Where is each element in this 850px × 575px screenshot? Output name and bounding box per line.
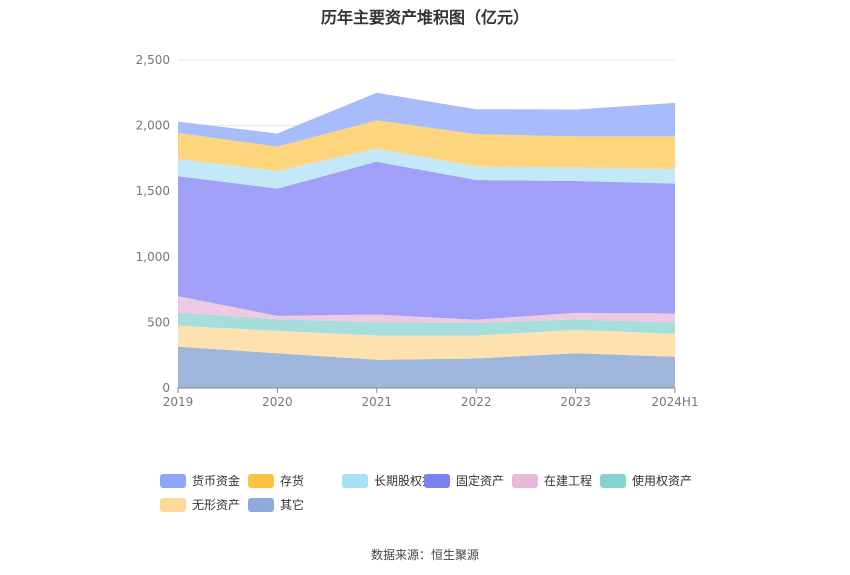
area-series — [178, 92, 675, 147]
x-tick-label: 2021 — [362, 395, 393, 409]
legend-label: 使用权资产 — [632, 474, 693, 488]
legend-item[interactable]: 其它 — [248, 496, 304, 513]
area-series — [178, 148, 675, 189]
legend-swatch — [160, 497, 186, 512]
legend-label: 存货 — [280, 474, 305, 488]
x-tick-label: 2024H1 — [651, 395, 698, 409]
legend-swatch — [248, 473, 274, 488]
y-tick-label: 1,000 — [136, 250, 170, 264]
legend-swatch — [424, 473, 450, 488]
legend-item[interactable]: 使用权资产 — [600, 472, 692, 489]
legend-swatch — [160, 473, 186, 488]
legend-item[interactable]: 在建工程 — [512, 472, 592, 489]
x-tick-label: 2022 — [461, 395, 492, 409]
area-series — [178, 161, 675, 320]
legend-label: 无形资产 — [192, 498, 241, 512]
legend-swatch — [600, 473, 626, 488]
legend-swatch — [342, 473, 368, 488]
legend-swatch — [248, 497, 274, 512]
x-tick-label: 2019 — [163, 395, 194, 409]
area-series — [178, 325, 675, 360]
y-tick-label: 1,500 — [136, 184, 170, 198]
chart-title: 历年主要资产堆积图（亿元） — [320, 8, 529, 27]
area-series — [178, 296, 675, 324]
legend-label: 在建工程 — [544, 474, 593, 488]
y-tick-label: 0 — [162, 381, 170, 395]
legend-item[interactable]: 存货 — [248, 472, 304, 489]
area-series — [178, 120, 675, 171]
legend-item[interactable]: 货币资金 — [160, 472, 240, 489]
y-tick-label: 500 — [147, 315, 170, 329]
legend-label: 其它 — [280, 498, 305, 512]
area-series — [178, 312, 675, 336]
legend-label: 固定资产 — [456, 474, 505, 488]
x-tick-label: 2023 — [560, 395, 591, 409]
area-series — [178, 346, 675, 388]
x-tick-label: 2020 — [262, 395, 293, 409]
y-tick-label: 2,500 — [136, 53, 170, 67]
data-source: 数据来源：恒生聚源 — [370, 548, 479, 562]
legend-item[interactable]: 固定资产 — [424, 472, 504, 489]
legend-swatch — [512, 473, 538, 488]
legend-item[interactable]: 无形资产 — [160, 496, 240, 513]
y-tick-label: 2,000 — [136, 119, 170, 133]
legend-label: 货币资金 — [192, 474, 241, 488]
